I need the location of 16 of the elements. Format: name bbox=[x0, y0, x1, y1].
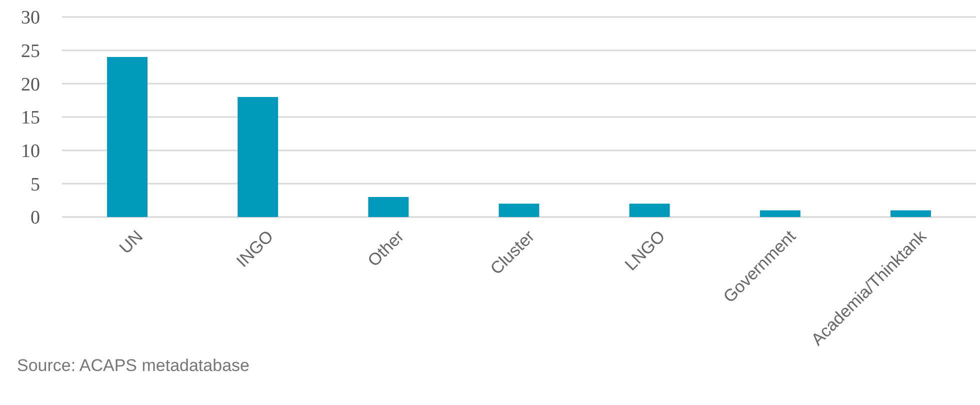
y-tick-label: 15 bbox=[21, 108, 40, 129]
bar bbox=[368, 197, 409, 217]
bar bbox=[760, 210, 800, 217]
y-tick-label: 30 bbox=[21, 8, 40, 29]
y-tick-label: 10 bbox=[21, 140, 40, 162]
y-tick-label: 25 bbox=[21, 40, 40, 62]
bar bbox=[238, 97, 278, 217]
y-tick-label: 20 bbox=[21, 74, 40, 96]
y-tick-label: 0 bbox=[30, 208, 40, 229]
source-note: Source: ACAPS metadatabase bbox=[17, 356, 250, 375]
bar bbox=[498, 204, 540, 217]
x-tick-label: UN bbox=[116, 226, 147, 258]
bar bbox=[107, 57, 148, 217]
bar bbox=[890, 210, 931, 217]
bar bbox=[629, 204, 670, 217]
y-tick-label: 5 bbox=[30, 174, 40, 196]
